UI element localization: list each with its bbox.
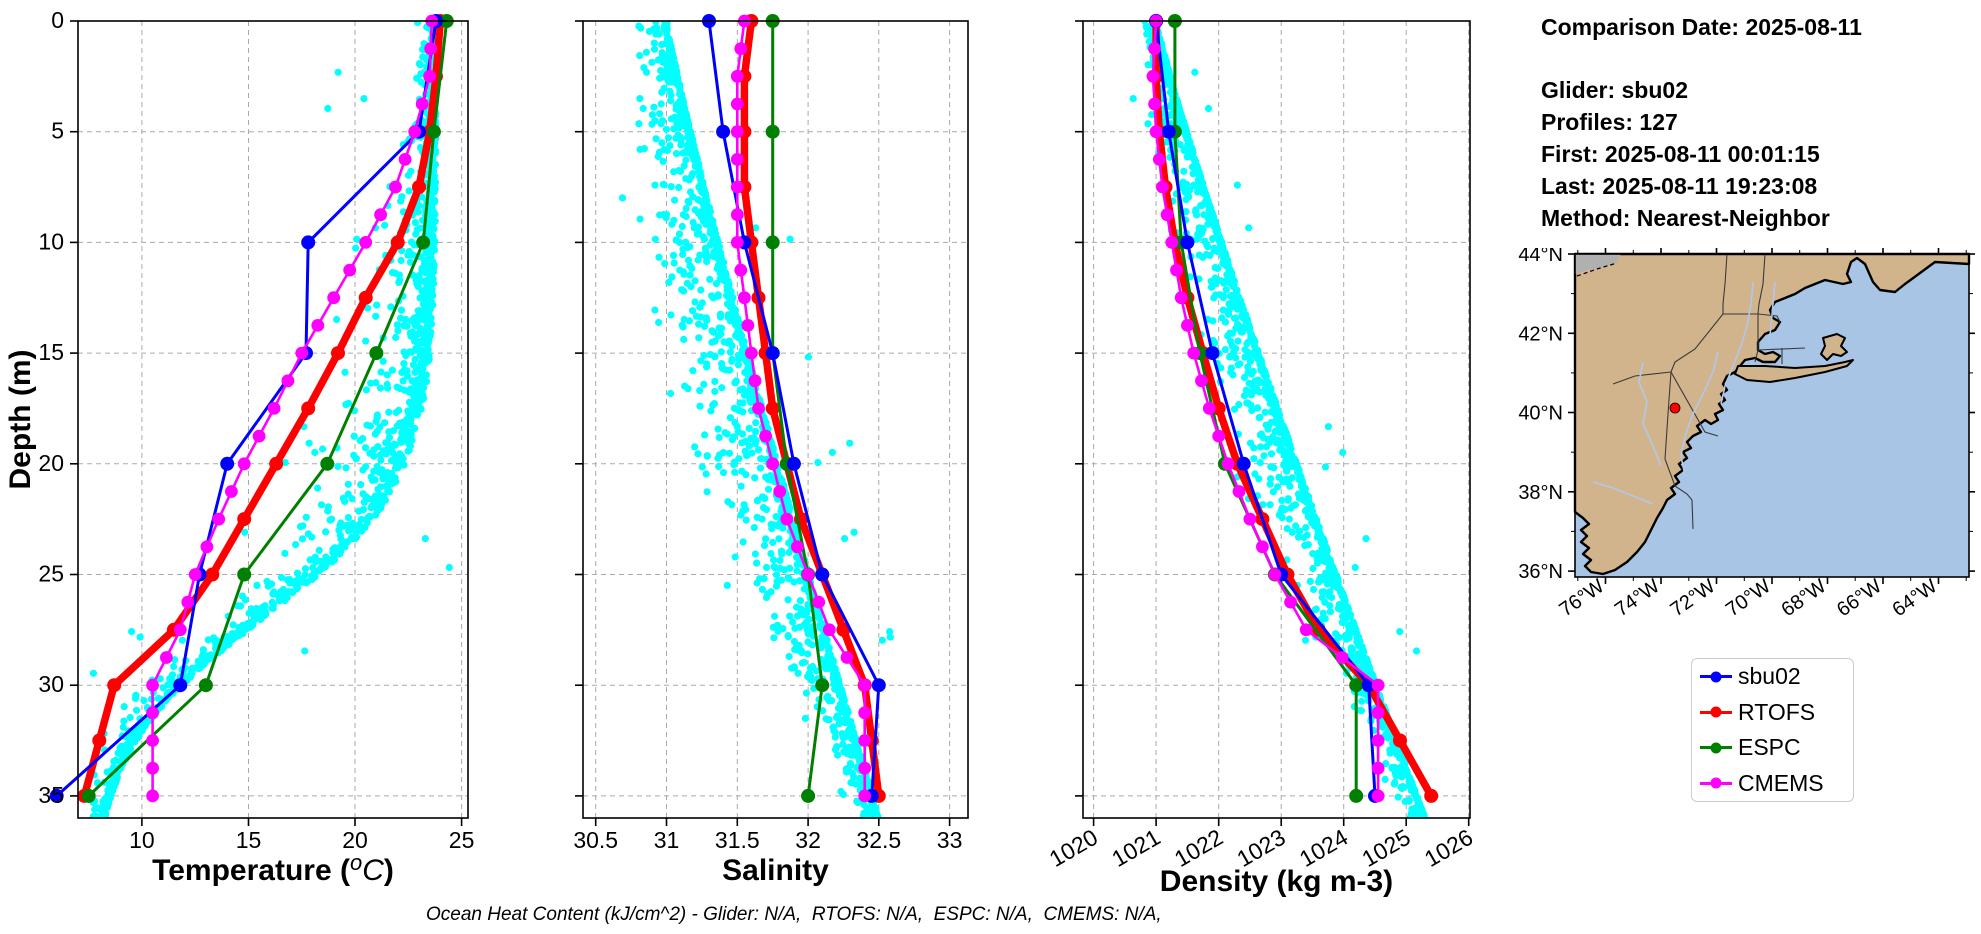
- svg-text:74°W: 74°W: [1611, 575, 1664, 621]
- svg-text:35: 35: [38, 782, 64, 808]
- svg-text:40°N: 40°N: [1518, 403, 1563, 425]
- svg-text:25: 25: [38, 561, 64, 587]
- svg-text:20: 20: [38, 450, 64, 476]
- svg-text:30: 30: [38, 671, 64, 697]
- svg-text:Density (kg m-3): Density (kg m-3): [1160, 865, 1393, 898]
- svg-text:5: 5: [51, 118, 64, 144]
- svg-text:64°W: 64°W: [1889, 575, 1942, 621]
- svg-text:25: 25: [449, 827, 475, 853]
- svg-text:30.5: 30.5: [573, 827, 618, 853]
- svg-text:72°W: 72°W: [1667, 575, 1720, 621]
- svg-text:15: 15: [236, 827, 262, 853]
- svg-text:32: 32: [795, 827, 821, 853]
- svg-text:42°N: 42°N: [1518, 323, 1563, 345]
- svg-text:44°N: 44°N: [1518, 248, 1563, 266]
- svg-text:70°W: 70°W: [1722, 575, 1775, 621]
- svg-text:38°N: 38°N: [1518, 482, 1563, 504]
- svg-text:32.5: 32.5: [856, 827, 901, 853]
- svg-text:31.5: 31.5: [715, 827, 760, 853]
- svg-text:0: 0: [51, 7, 64, 33]
- svg-text:68°W: 68°W: [1778, 575, 1831, 621]
- svg-text:Salinity: Salinity: [722, 854, 829, 887]
- svg-text:36°N: 36°N: [1518, 561, 1563, 583]
- svg-text:66°W: 66°W: [1833, 575, 1886, 621]
- svg-text:10: 10: [129, 827, 155, 853]
- svg-text:10: 10: [38, 228, 64, 254]
- svg-text:Depth (m): Depth (m): [8, 350, 37, 490]
- svg-text:15: 15: [38, 339, 64, 365]
- svg-text:33: 33: [937, 827, 963, 853]
- svg-text:31: 31: [654, 827, 680, 853]
- svg-text:76°W: 76°W: [1556, 575, 1609, 621]
